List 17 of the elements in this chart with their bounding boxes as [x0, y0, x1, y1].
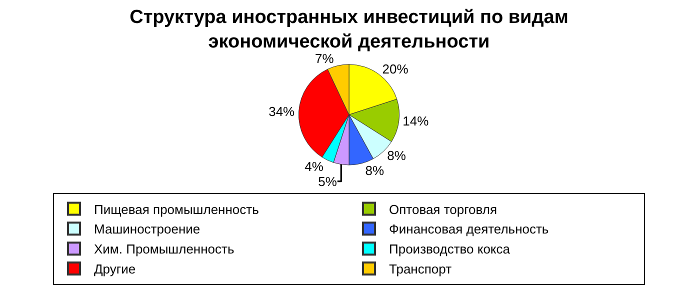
legend-label: Оптовая торговля: [389, 202, 498, 217]
legend-label: Производство кокса: [389, 242, 511, 257]
legend-label: Транспорт: [389, 262, 452, 277]
chart-title: Структура иностранных инвестиций по видам экономической деятельности: [130, 7, 568, 53]
data-label: 14%: [402, 114, 430, 129]
legend-label: Пищевая промышленность: [94, 202, 260, 217]
legend-label: Другие: [94, 262, 136, 277]
data-label: 5%: [318, 174, 338, 189]
data-label: 8%: [365, 162, 384, 178]
legend-label: Финансовая деятельность: [389, 222, 549, 237]
data-label: 4%: [304, 158, 324, 174]
data-label: 20%: [382, 62, 409, 77]
data-label: 7%: [315, 50, 334, 66]
data-label: 34%: [268, 104, 296, 120]
legend-label: Машиностроение: [94, 222, 200, 237]
legend-label: Хим. Промышленность: [94, 242, 234, 257]
data-label: 8%: [387, 148, 406, 163]
